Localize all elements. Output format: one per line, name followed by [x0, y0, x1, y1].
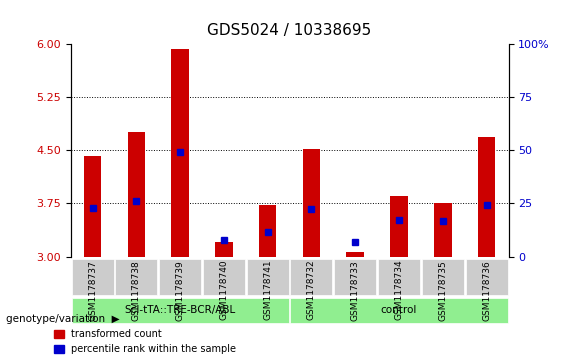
Text: GSM1178737: GSM1178737 [88, 260, 97, 321]
Bar [215, 242, 233, 257]
FancyBboxPatch shape [203, 258, 245, 295]
Bar [434, 203, 451, 257]
FancyBboxPatch shape [378, 258, 420, 295]
FancyBboxPatch shape [72, 298, 289, 323]
FancyBboxPatch shape [334, 258, 376, 295]
Text: GSM1178735: GSM1178735 [438, 260, 447, 321]
FancyBboxPatch shape [159, 258, 201, 295]
Text: GSM1178736: GSM1178736 [482, 260, 491, 321]
Legend: transformed count, percentile rank within the sample: transformed count, percentile rank withi… [50, 326, 240, 358]
Text: GSM1178734: GSM1178734 [394, 260, 403, 321]
Bar [478, 137, 496, 257]
Bar [128, 132, 145, 257]
FancyBboxPatch shape [466, 258, 507, 295]
Bar [390, 196, 408, 257]
Title: GDS5024 / 10338695: GDS5024 / 10338695 [207, 23, 372, 38]
Text: GSM1178738: GSM1178738 [132, 260, 141, 321]
Bar [346, 252, 364, 257]
Bar [171, 49, 189, 257]
Text: GSM1178741: GSM1178741 [263, 260, 272, 321]
Text: GSM1178732: GSM1178732 [307, 260, 316, 321]
FancyBboxPatch shape [290, 298, 507, 323]
Text: GSM1178733: GSM1178733 [351, 260, 360, 321]
Text: Scl-tTA::TRE-BCR/ABL: Scl-tTA::TRE-BCR/ABL [124, 305, 236, 315]
Bar [303, 148, 320, 257]
FancyBboxPatch shape [290, 258, 332, 295]
FancyBboxPatch shape [72, 258, 114, 295]
FancyBboxPatch shape [422, 258, 464, 295]
FancyBboxPatch shape [115, 258, 157, 295]
Text: GSM1178740: GSM1178740 [219, 260, 228, 321]
Text: control: control [381, 305, 417, 315]
Bar [259, 205, 276, 257]
Bar [84, 156, 101, 257]
FancyBboxPatch shape [247, 258, 289, 295]
Text: genotype/variation  ▶: genotype/variation ▶ [6, 314, 119, 325]
Text: GSM1178739: GSM1178739 [176, 260, 185, 321]
